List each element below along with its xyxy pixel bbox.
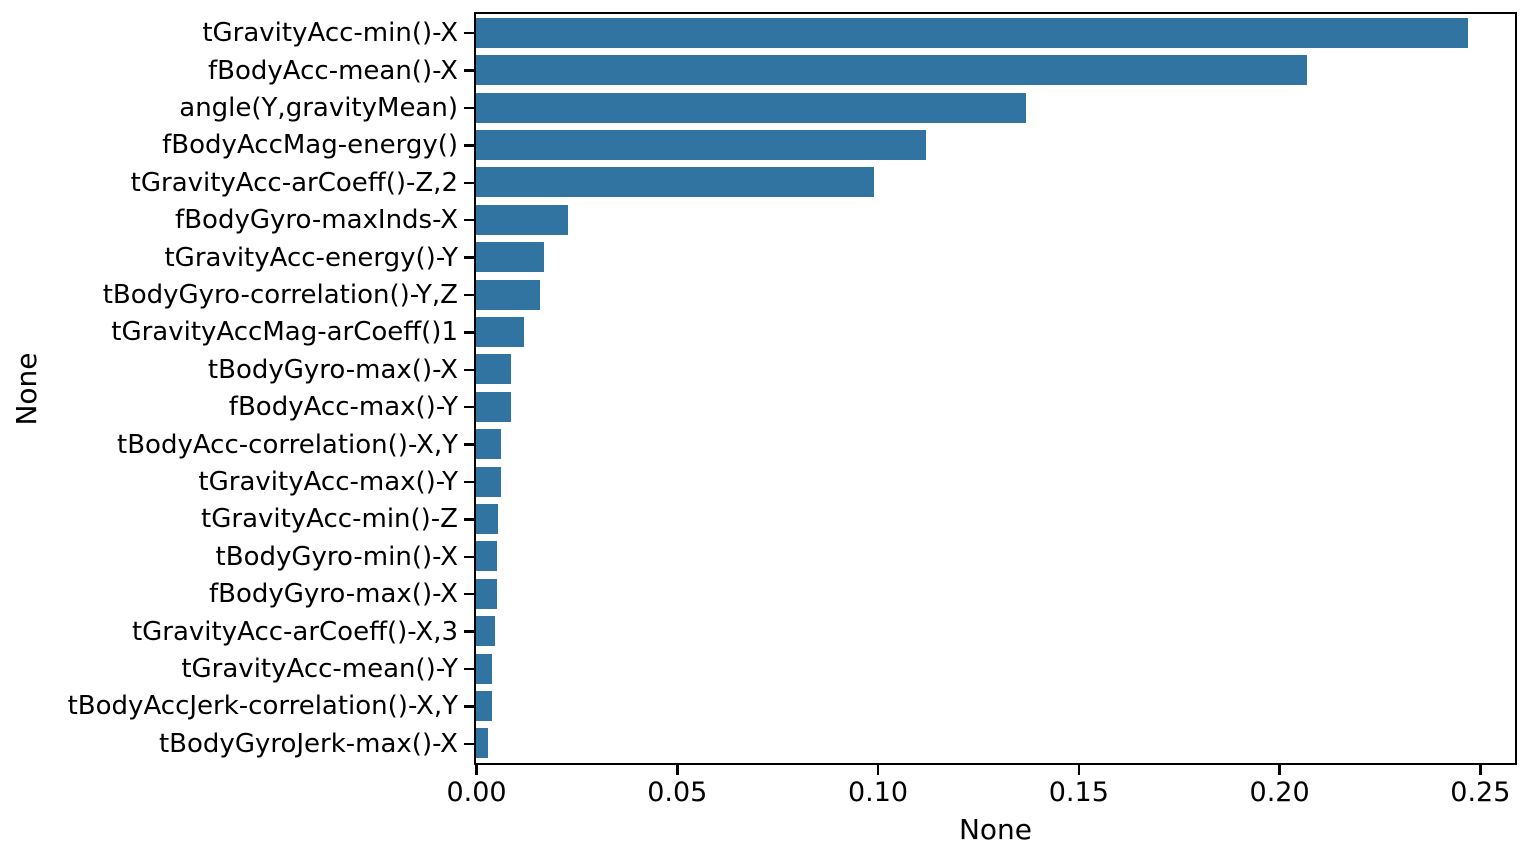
- y-tick-mark: [464, 144, 474, 147]
- y-tick-mark: [464, 31, 474, 35]
- plot-area: [474, 12, 1517, 765]
- x-tick-mark: [1077, 765, 1081, 775]
- y-tick-label: tBodyGyroJerk-max()-X: [158, 728, 458, 759]
- y-tick-label: tGravityAcc-energy()-Y: [164, 242, 458, 273]
- y-tick-mark: [464, 293, 474, 297]
- y-tick-label: tBodyAcc-correlation()-X,Y: [117, 429, 458, 460]
- y-tick-label: tGravityAcc-arCoeff()-X,3: [131, 616, 458, 647]
- x-tick-label: 0.20: [1249, 777, 1310, 808]
- y-tick-mark: [464, 592, 474, 596]
- bar: [476, 466, 501, 497]
- y-tick-mark: [464, 705, 474, 708]
- bar: [476, 728, 489, 759]
- y-tick-mark: [464, 331, 474, 334]
- y-tick-label: fBodyAccMag-energy(): [162, 130, 458, 161]
- x-tick-mark: [475, 765, 478, 775]
- y-tick-mark: [464, 256, 474, 259]
- bar: [476, 578, 497, 609]
- y-tick-mark: [464, 106, 474, 110]
- y-tick-label: fBodyAcc-mean()-X: [207, 55, 458, 86]
- x-tick-label: 0.00: [446, 777, 507, 808]
- x-tick-mark: [676, 765, 679, 775]
- bar: [476, 92, 1027, 123]
- y-tick-mark: [464, 630, 474, 633]
- y-tick-mark: [464, 443, 474, 446]
- y-tick-mark: [464, 555, 474, 559]
- bar: [476, 354, 512, 385]
- y-tick-mark: [464, 742, 474, 746]
- y-tick-label: tGravityAccMag-arCoeff()1: [111, 317, 458, 348]
- y-tick-label: tGravityAcc-mean()-Y: [181, 654, 458, 684]
- x-tick-label: 0.10: [847, 777, 909, 808]
- y-tick-label: fBodyGyro-max()-X: [208, 579, 458, 610]
- x-axis-label: None: [958, 813, 1033, 846]
- x-tick-mark: [1278, 765, 1281, 775]
- bar: [476, 653, 493, 684]
- y-tick-mark: [464, 480, 474, 484]
- bar: [476, 391, 511, 422]
- y-tick-label: tBodyGyro-min()-X: [215, 541, 458, 572]
- y-tick-mark: [464, 368, 474, 372]
- y-tick-label: tBodyGyro-correlation()-Y,Z: [102, 280, 458, 310]
- y-tick-label: fBodyGyro-maxInds-X: [175, 205, 458, 236]
- bar: [476, 204, 569, 235]
- x-tick-label: 0.25: [1450, 777, 1511, 808]
- y-tick-label: tBodyAccJerk-correlation()-X,Y: [67, 691, 458, 722]
- bar: [476, 279, 541, 310]
- y-tick-mark: [464, 405, 474, 409]
- y-tick-mark: [464, 518, 474, 521]
- y-tick-mark: [464, 667, 474, 671]
- bar: [476, 503, 499, 534]
- bar: [476, 316, 525, 347]
- y-tick-label: tGravityAcc-min()-X: [202, 18, 458, 49]
- bar: [476, 541, 498, 572]
- x-tick-label: 0.05: [647, 777, 708, 808]
- bar: [476, 55, 1308, 86]
- bar: [476, 17, 1468, 48]
- y-tick-label: tGravityAcc-max()-Y: [198, 467, 458, 497]
- y-tick-label: tGravityAcc-min()-Z: [201, 504, 458, 535]
- bar: [476, 690, 492, 721]
- y-tick-mark: [464, 218, 474, 222]
- bar: [476, 129, 926, 160]
- x-tick-label: 0.15: [1048, 777, 1109, 808]
- y-tick-mark: [464, 69, 474, 72]
- bar: [476, 167, 874, 198]
- y-tick-mark: [464, 181, 474, 185]
- x-tick-mark: [1479, 765, 1482, 775]
- y-tick-label: tGravityAcc-arCoeff()-Z,2: [130, 167, 458, 198]
- x-tick-mark: [876, 765, 880, 775]
- y-tick-label: fBodyAcc-max()-Y: [228, 392, 458, 423]
- bar: [476, 242, 545, 273]
- bar: [476, 616, 495, 647]
- bar: [476, 429, 502, 460]
- y-tick-label: angle(Y,gravityMean): [179, 93, 458, 123]
- y-tick-label: tBodyGyro-max()-X: [207, 354, 458, 385]
